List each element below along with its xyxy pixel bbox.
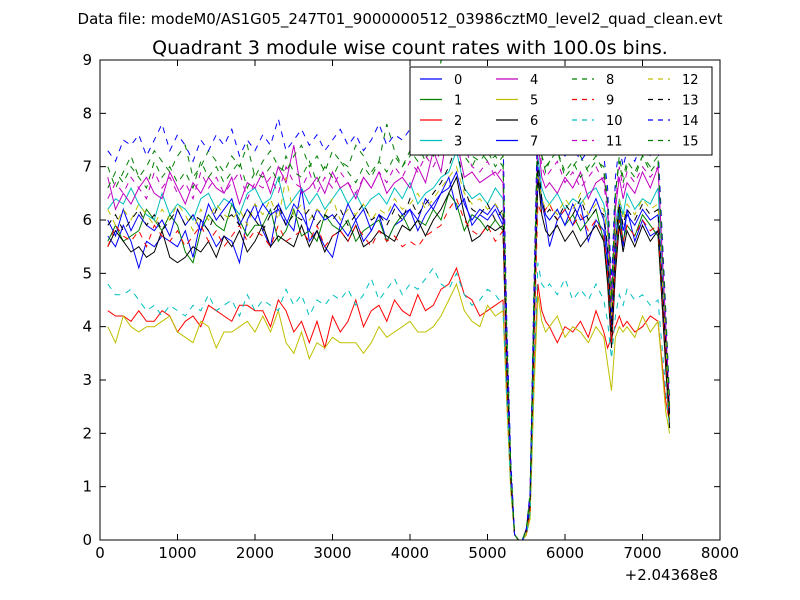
legend-label: 10 [606, 114, 623, 129]
legend-entry: 0 [420, 73, 462, 88]
y-tick-label: 4 [82, 318, 92, 336]
x-tick-label: 0 [95, 544, 105, 562]
legend-entry: 1 [420, 94, 462, 109]
series-line-3 [107, 148, 671, 540]
y-tick-label: 2 [82, 424, 92, 442]
series-line-9 [107, 197, 671, 540]
legend-label: 2 [454, 114, 462, 129]
y-tick-label: 1 [82, 478, 92, 496]
series-line-11 [107, 102, 671, 540]
series-line-10 [107, 262, 671, 540]
legend-label: 7 [530, 135, 538, 150]
legend-entry: 15 [648, 135, 699, 150]
x-tick-label: 5000 [468, 544, 506, 562]
series-line-7 [107, 166, 671, 540]
y-tick-label: 7 [82, 158, 92, 176]
series-line-0 [107, 171, 671, 540]
x-tick-label: 1000 [158, 544, 196, 562]
x-tick-label: 8000 [701, 544, 739, 562]
legend-entry: 10 [572, 114, 623, 129]
legend-label: 13 [682, 94, 699, 109]
legend-label: 5 [530, 94, 538, 109]
x-tick-label: 2000 [236, 544, 274, 562]
y-tick-label: 0 [82, 531, 92, 549]
legend-entry: 7 [496, 135, 538, 150]
series-line-6 [107, 175, 671, 540]
legend-label: 9 [606, 94, 614, 109]
x-axis: 0 1000 2000 3000 4000 5000 6000 7000 8000 [95, 60, 739, 562]
y-tick-label: 6 [82, 211, 92, 229]
x-offset-label: +2.04368e8 [625, 566, 718, 584]
legend-label: 14 [682, 114, 699, 129]
x-tick-label: 7000 [623, 544, 661, 562]
y-tick-label: 8 [82, 104, 92, 122]
legend-entry: 3 [420, 135, 462, 150]
x-tick-label: 4000 [391, 544, 429, 562]
chart-title: Quadrant 3 module wise count rates with … [152, 37, 668, 59]
legend-label: 1 [454, 94, 462, 109]
legend-entry: 6 [496, 114, 538, 129]
legend-entry: 14 [648, 114, 699, 129]
series-line-13 [107, 143, 671, 540]
series-line-12 [107, 165, 671, 540]
legend-label: 0 [454, 73, 462, 88]
legend-label: 3 [454, 135, 462, 150]
legend-entry: 11 [572, 135, 623, 150]
legend-label: 8 [606, 73, 614, 88]
legend-entry: 8 [572, 73, 614, 88]
legend-label: 15 [682, 135, 699, 150]
legend-label: 11 [606, 135, 623, 150]
suptitle: Data file: modeM0/AS1G05_247T01_90000005… [78, 10, 723, 29]
y-tick-label: 5 [82, 264, 92, 282]
x-tick-label: 3000 [313, 544, 351, 562]
y-tick-label: 9 [82, 51, 92, 69]
legend-entry: 9 [572, 94, 614, 109]
legend-label: 12 [682, 73, 699, 88]
legend-entry: 13 [648, 94, 699, 109]
series-line-1 [107, 177, 671, 540]
series-line-8 [107, 60, 671, 540]
legend-entry: 4 [496, 73, 538, 88]
x-tick-label: 6000 [546, 544, 584, 562]
series-line-4 [107, 122, 671, 540]
legend-entry: 2 [420, 114, 462, 129]
y-tick-label: 3 [82, 371, 92, 389]
legend-entry: 12 [648, 73, 699, 88]
legend-entry: 5 [496, 94, 538, 109]
legend-label: 4 [530, 73, 538, 88]
series-line-2 [107, 266, 671, 540]
series-line-5 [107, 282, 671, 540]
legend-label: 6 [530, 114, 538, 129]
